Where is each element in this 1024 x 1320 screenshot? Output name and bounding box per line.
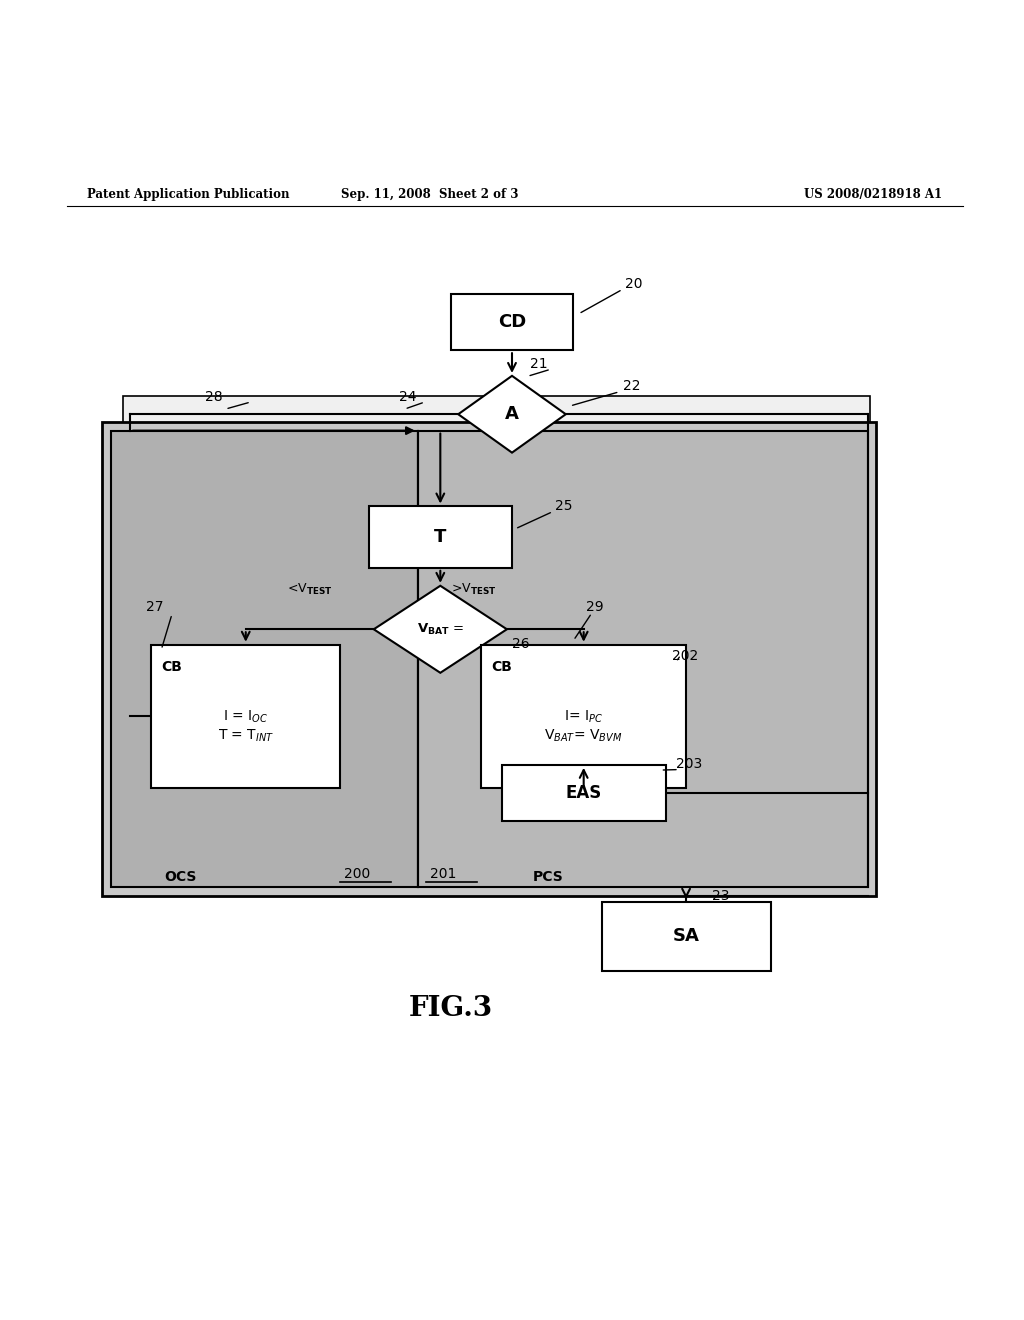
Text: 200: 200 <box>344 867 371 882</box>
Text: 201: 201 <box>430 867 457 882</box>
FancyBboxPatch shape <box>123 396 870 834</box>
FancyBboxPatch shape <box>418 430 868 887</box>
Text: 27: 27 <box>146 599 164 614</box>
Text: PCS: PCS <box>532 870 563 884</box>
Text: I = I$_{OC}$
T = T$_{INT}$: I = I$_{OC}$ T = T$_{INT}$ <box>218 709 273 744</box>
Polygon shape <box>374 586 507 673</box>
Text: CB: CB <box>162 660 182 675</box>
Text: 203: 203 <box>676 756 702 771</box>
Text: 20: 20 <box>625 277 642 292</box>
Text: EAS: EAS <box>565 784 602 803</box>
FancyBboxPatch shape <box>102 422 876 895</box>
Text: Patent Application Publication: Patent Application Publication <box>87 187 290 201</box>
Text: 22: 22 <box>623 379 640 392</box>
Text: >V$_\mathbf{TEST}$: >V$_\mathbf{TEST}$ <box>451 581 496 597</box>
Text: CB: CB <box>492 660 512 675</box>
FancyBboxPatch shape <box>481 644 686 788</box>
FancyBboxPatch shape <box>451 294 573 350</box>
Text: OCS: OCS <box>164 870 197 884</box>
Text: 24: 24 <box>399 389 417 404</box>
Text: 28: 28 <box>205 389 222 404</box>
Text: CD: CD <box>498 313 526 331</box>
Text: A: A <box>505 405 519 424</box>
Text: <V$_\mathbf{TEST}$: <V$_\mathbf{TEST}$ <box>287 581 332 597</box>
FancyBboxPatch shape <box>111 430 418 887</box>
FancyBboxPatch shape <box>502 766 666 821</box>
Text: 29: 29 <box>586 599 603 614</box>
Text: T: T <box>434 528 446 546</box>
Text: FIG.3: FIG.3 <box>409 995 493 1022</box>
Text: 25: 25 <box>555 499 572 513</box>
Text: 202: 202 <box>672 649 698 663</box>
Text: Sep. 11, 2008  Sheet 2 of 3: Sep. 11, 2008 Sheet 2 of 3 <box>341 187 519 201</box>
Text: $\mathbf{V_{BAT}}$ =: $\mathbf{V_{BAT}}$ = <box>417 622 464 636</box>
FancyBboxPatch shape <box>602 902 771 972</box>
FancyBboxPatch shape <box>369 507 512 568</box>
Text: 21: 21 <box>530 358 548 371</box>
Text: SA: SA <box>673 928 699 945</box>
Text: I= I$_{PC}$
V$_{BAT}$= V$_{BVM}$: I= I$_{PC}$ V$_{BAT}$= V$_{BVM}$ <box>545 709 623 744</box>
Text: 23: 23 <box>712 888 729 903</box>
Text: 26: 26 <box>512 636 529 651</box>
FancyBboxPatch shape <box>152 644 340 788</box>
Text: US 2008/0218918 A1: US 2008/0218918 A1 <box>804 187 942 201</box>
Polygon shape <box>459 376 565 453</box>
